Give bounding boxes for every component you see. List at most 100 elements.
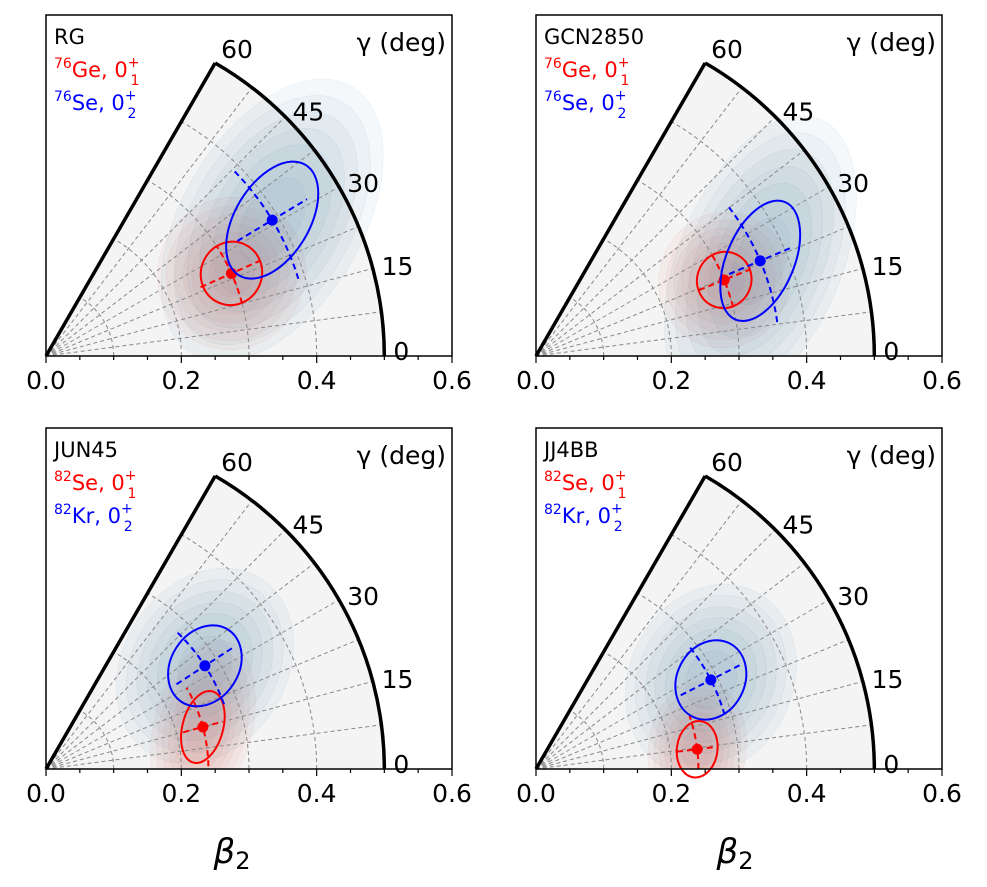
sector-edge-60 bbox=[534, 62, 707, 357]
polar-grid bbox=[535, 87, 872, 357]
grid-arc bbox=[181, 121, 318, 357]
x-tick-label: 0.4 bbox=[297, 366, 337, 395]
panel-rg: 0.0 0.2 0.4 0.6 0 15 30 45 60 γ (deg) RG 76Ge, 0+ 17… bbox=[26, 14, 472, 395]
angle-tick-label: 60 bbox=[221, 448, 253, 477]
panel-jun45: 0.0 0.2 0.4 0.6 0 15 30 45 60 γ (deg) JUN45 82Se, 0… bbox=[26, 427, 472, 808]
grid-ray bbox=[45, 226, 359, 357]
grid-arc bbox=[79, 709, 115, 770]
grid-arc bbox=[181, 534, 318, 770]
grid-ray bbox=[45, 639, 359, 770]
series-blue bbox=[674, 639, 748, 721]
grid-arc bbox=[671, 534, 808, 770]
grid-ray bbox=[45, 116, 286, 357]
series-blue bbox=[225, 160, 320, 280]
legend-entry: 82Se, 0+ 1 bbox=[544, 468, 627, 502]
x-tick-label: 0.6 bbox=[432, 366, 472, 395]
mean-point bbox=[266, 214, 278, 226]
confidence-ellipse bbox=[674, 639, 748, 721]
grid-ray bbox=[535, 639, 849, 770]
angle-tick-label: 0 bbox=[393, 337, 409, 366]
polar-grid bbox=[45, 500, 382, 770]
x-tick-label: 0.6 bbox=[922, 779, 962, 808]
panel-jj4bb: 0.0 0.2 0.4 0.6 0 15 30 45 60 γ (deg) JJ4BB 82Se, 0… bbox=[516, 427, 962, 808]
grid-arc bbox=[569, 296, 605, 357]
confidence-ellipse bbox=[199, 240, 264, 307]
confidence-ellipse bbox=[225, 160, 320, 280]
x-tick-label: 0.4 bbox=[787, 366, 827, 395]
x-tick-label: 0.2 bbox=[161, 366, 201, 395]
grid-ray bbox=[535, 599, 830, 770]
grid-ray bbox=[535, 724, 872, 770]
grid-ray bbox=[45, 500, 253, 770]
grid-ray bbox=[45, 562, 315, 770]
beta-error-bar bbox=[698, 268, 750, 292]
grid-ray bbox=[535, 186, 830, 357]
sector-background bbox=[536, 62, 875, 356]
angle-tick-label: 45 bbox=[292, 511, 324, 540]
gamma-axis-label: γ (deg) bbox=[357, 441, 446, 470]
sector-background bbox=[46, 475, 385, 769]
grid-arc bbox=[603, 238, 672, 357]
angle-labels: 0 15 30 45 60 bbox=[711, 448, 903, 779]
grid-ray bbox=[45, 149, 315, 357]
model-label: RG bbox=[54, 25, 85, 49]
x-tick-label: 0.0 bbox=[516, 366, 556, 395]
mean-point bbox=[199, 660, 211, 672]
angle-tick-label: 30 bbox=[347, 169, 379, 198]
model-label: JJ4BB bbox=[542, 438, 599, 462]
grid-ray bbox=[45, 529, 286, 770]
confidence-ellipse bbox=[167, 624, 243, 708]
grid-ray bbox=[45, 267, 373, 357]
grid-ray bbox=[535, 226, 849, 357]
angle-tick-label: 15 bbox=[872, 252, 904, 281]
svg-text:β2: β2 bbox=[716, 832, 754, 875]
angle-tick-label: 30 bbox=[837, 582, 869, 611]
sector-background bbox=[536, 475, 875, 769]
angle-tick-label: 45 bbox=[782, 511, 814, 540]
grid-ray bbox=[535, 680, 863, 770]
x-axis: 0.0 0.2 0.4 0.6 bbox=[26, 356, 472, 395]
grid-ray bbox=[535, 500, 743, 770]
angle-tick-label: 60 bbox=[711, 448, 743, 477]
polar-grid bbox=[535, 500, 872, 770]
model-label: JUN45 bbox=[52, 438, 118, 462]
sector-arc bbox=[704, 61, 877, 357]
grid-arc bbox=[671, 121, 808, 357]
x-tick-label: 0.6 bbox=[922, 366, 962, 395]
sector-arc bbox=[214, 474, 387, 770]
x-axis-label-right: β2 bbox=[716, 832, 754, 875]
x-axis-label-sub: 2 bbox=[235, 847, 250, 875]
x-axis-label-sub: 2 bbox=[738, 847, 753, 875]
angle-labels: 0 15 30 45 60 bbox=[221, 35, 413, 366]
panel-gcn2850: 0.0 0.2 0.4 0.6 0 15 30 45 60 γ (deg) GCN2850 76Ge,… bbox=[516, 14, 962, 395]
sector-arc bbox=[214, 61, 387, 357]
angle-tick-label: 0 bbox=[393, 750, 409, 779]
confidence-ellipse bbox=[180, 689, 226, 764]
x-axis: 0.0 0.2 0.4 0.6 bbox=[516, 356, 962, 395]
grid-arc bbox=[113, 238, 182, 357]
legend-entry: 76Se, 0+ 2 bbox=[544, 88, 627, 122]
x-tick-label: 0.0 bbox=[516, 779, 556, 808]
gamma-axis-label: γ (deg) bbox=[847, 441, 936, 470]
legend-entry: 82Se, 0+ 1 bbox=[54, 468, 137, 502]
legend-entry: 76Se, 0+ 2 bbox=[54, 88, 137, 122]
mean-point bbox=[197, 721, 209, 733]
mean-point bbox=[705, 674, 717, 686]
grid-arc bbox=[79, 296, 115, 357]
x-axis-label-text: β bbox=[716, 832, 739, 872]
grid-ray bbox=[45, 724, 382, 770]
grid-ray bbox=[45, 599, 340, 770]
gamma-error-bar bbox=[687, 644, 726, 716]
grid-arc bbox=[569, 709, 605, 770]
x-tick-label: 0.0 bbox=[26, 779, 66, 808]
confidence-ellipse bbox=[695, 250, 753, 310]
gamma-axis-label: γ (deg) bbox=[357, 28, 446, 57]
x-axis: 0.0 0.2 0.4 0.6 bbox=[516, 769, 962, 808]
angle-tick-label: 15 bbox=[872, 665, 904, 694]
svg-text:β2: β2 bbox=[213, 832, 251, 875]
x-tick-label: 0.6 bbox=[432, 779, 472, 808]
legend-entry: 82Kr, 0+ 2 bbox=[544, 501, 623, 535]
